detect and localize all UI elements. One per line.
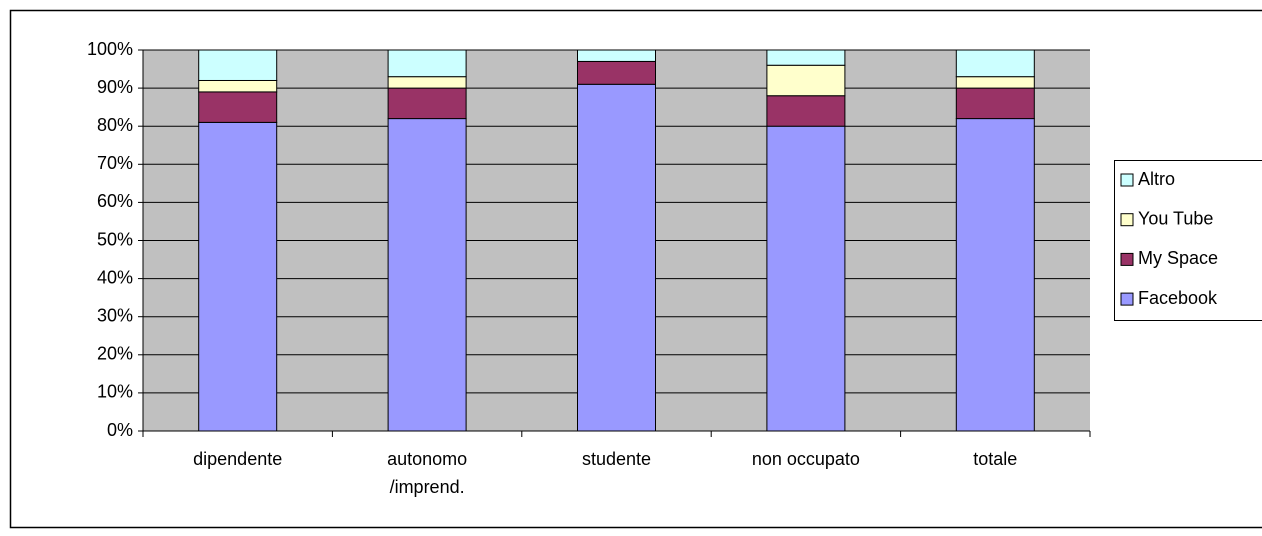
bar-segment	[955, 118, 1035, 432]
legend-label: Altro	[1138, 169, 1175, 189]
bar-segment	[955, 49, 1035, 78]
bar-segment	[198, 79, 278, 93]
y-tick-label: 100%	[87, 39, 133, 59]
legend-swatch	[1120, 292, 1134, 306]
y-tick-label: 20%	[97, 344, 133, 364]
bar-segment	[577, 83, 656, 432]
bar-segment	[387, 76, 467, 89]
legend-label: My Space	[1138, 248, 1218, 268]
y-tick-label: 70%	[97, 153, 133, 173]
bar-segment	[766, 64, 846, 97]
bar-segment	[387, 87, 467, 120]
legend-swatch	[1120, 252, 1134, 266]
bar-segment	[766, 95, 846, 127]
legend-label: You Tube	[1138, 208, 1213, 228]
bar-segment	[387, 49, 467, 78]
x-tick-label: totale	[973, 449, 1018, 469]
x-tick-label: non occupato	[751, 449, 860, 469]
bar-segment	[387, 118, 467, 432]
y-tick-label: 90%	[97, 77, 133, 97]
y-tick-label: 30%	[97, 305, 133, 325]
legend-swatch	[1120, 173, 1134, 187]
y-tick-label: 50%	[97, 229, 133, 249]
bar-segment	[955, 76, 1035, 89]
y-tick-label: 60%	[97, 191, 133, 211]
bar-segment	[198, 121, 278, 432]
legend-box	[1114, 160, 1262, 321]
bar-segment	[766, 125, 846, 432]
bar-segment	[955, 87, 1035, 120]
x-tick-label: autonomo /imprend.	[387, 449, 468, 497]
y-tick-label: 0%	[107, 420, 133, 440]
x-tick-label: studente	[581, 449, 652, 469]
legend-label: Facebook	[1138, 288, 1218, 308]
legend-swatch	[1120, 213, 1134, 227]
y-tick-label: 80%	[97, 115, 133, 135]
y-tick-label: 10%	[97, 382, 133, 402]
x-tick-label: dipendente	[193, 449, 283, 469]
bar-segment	[198, 91, 278, 123]
bar-segment	[577, 49, 656, 62]
y-tick-label: 40%	[97, 267, 133, 287]
bar-segment	[198, 49, 278, 81]
bar-segment	[577, 60, 656, 85]
bar-segment	[766, 49, 846, 66]
